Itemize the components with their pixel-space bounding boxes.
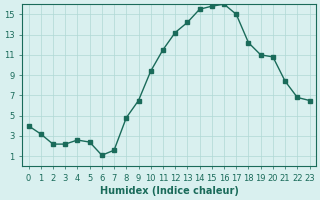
X-axis label: Humidex (Indice chaleur): Humidex (Indice chaleur) bbox=[100, 186, 238, 196]
